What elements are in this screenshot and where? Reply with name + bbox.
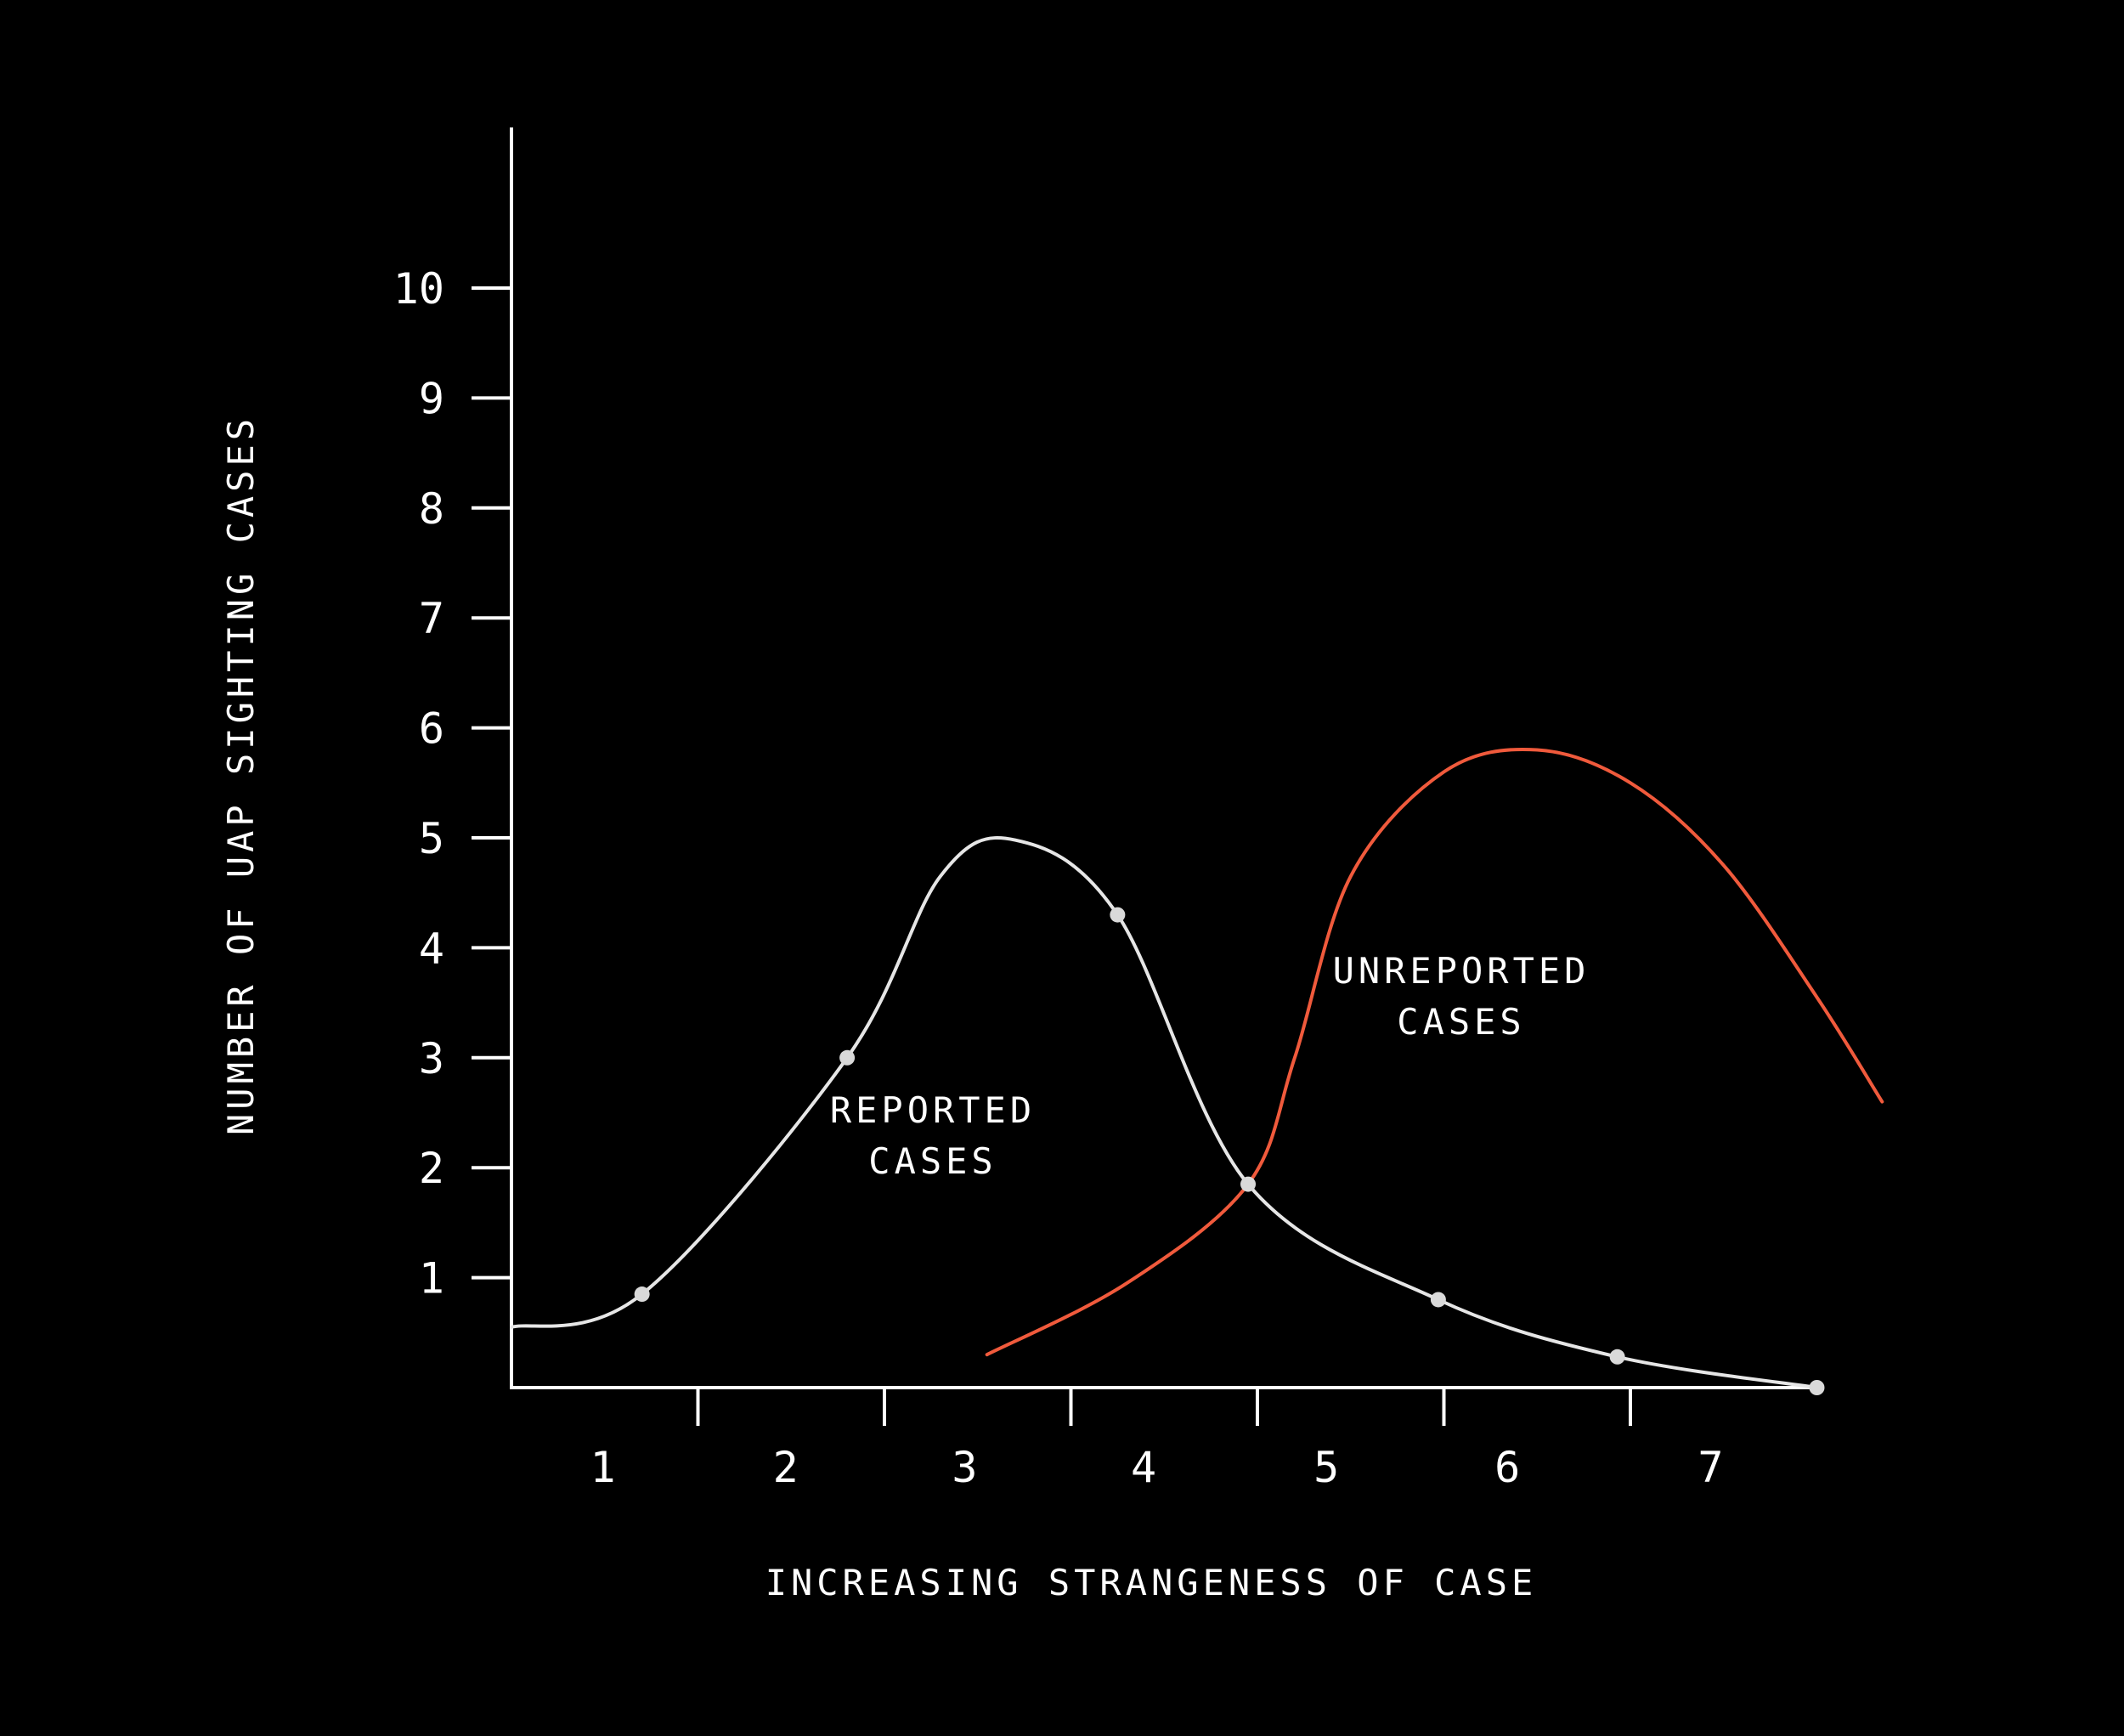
y-ticks xyxy=(472,286,511,1280)
x-ticks xyxy=(696,1388,1632,1426)
unreported-cases-line xyxy=(985,747,1884,1357)
y-tick-label-4: 4 xyxy=(419,924,444,973)
reported-point-3 xyxy=(1110,907,1126,923)
unreported-cases-label-line2: CASES xyxy=(1397,1001,1525,1043)
y-tick-label-3: 3 xyxy=(419,1034,444,1083)
y-tick-label-10: 10 xyxy=(393,264,444,314)
x-tick-label-2: 2 xyxy=(773,1443,799,1492)
unreported-cases-label-line1: UNREPORTED xyxy=(1333,950,1590,992)
x-tick-label-4: 4 xyxy=(1131,1443,1156,1492)
y-tick-label-1: 1 xyxy=(419,1254,444,1303)
reported-point-6 xyxy=(1609,1349,1625,1365)
y-tick-label-6: 6 xyxy=(419,704,444,754)
reported-point-2 xyxy=(839,1049,856,1066)
y-tick-labels: 1 2 3 4 5 6 7 8 9 10 xyxy=(393,264,444,1303)
reported-point-5 xyxy=(1430,1292,1446,1308)
series-layer xyxy=(510,747,1884,1395)
y-tick-label-9: 9 xyxy=(419,374,444,423)
x-axis-title: INCREASING STRANGENESS OF CASE xyxy=(765,1562,1538,1603)
reported-cases-line xyxy=(510,836,1819,1389)
x-tick-label-3: 3 xyxy=(952,1443,977,1492)
reported-point-1 xyxy=(634,1286,650,1303)
x-tick-label-7: 7 xyxy=(1698,1443,1723,1492)
y-tick-label-5: 5 xyxy=(419,814,444,863)
x-tick-label-1: 1 xyxy=(590,1443,616,1492)
y-tick-label-7: 7 xyxy=(419,594,444,643)
x-tick-label-6: 6 xyxy=(1494,1443,1520,1492)
y-axis-title: NUMBER OF UAP SIGHTING CASES xyxy=(220,415,262,1135)
reported-point-4 xyxy=(1240,1176,1257,1192)
reported-cases-label-line1: REPORTED xyxy=(830,1089,1036,1131)
y-tick-label-8: 8 xyxy=(419,484,444,534)
x-tick-labels: 1 2 3 4 5 6 7 xyxy=(590,1443,1724,1492)
reported-cases-label-line2: CASES xyxy=(868,1140,997,1182)
y-tick-label-2: 2 xyxy=(419,1144,444,1193)
reported-point-7 xyxy=(1809,1380,1825,1395)
x-tick-label-5: 5 xyxy=(1313,1443,1339,1492)
